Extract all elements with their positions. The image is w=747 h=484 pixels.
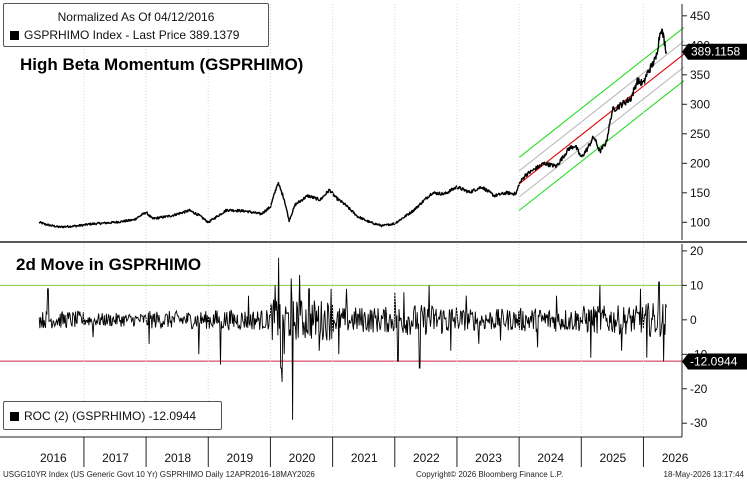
series-swatch [10,31,19,40]
x-tick-label: 2023 [475,451,502,465]
x-tick-label: 2025 [600,451,627,465]
channel-lower-inner [518,66,685,198]
roc-y-tick-label: 0 [690,313,697,327]
roc-panel [0,257,682,420]
x-tick-label: 2020 [289,451,316,465]
axes: 2016 2017 2018 2019 2020 2021 2022 2023 2024 2025… [0,4,747,467]
footer-timestamp: 18-May-2026 13:17:44 [663,470,745,479]
channel-lower-band [518,80,685,211]
x-tick-label: 2026 [662,451,689,465]
roc-y-tick-label: -30 [690,416,708,430]
price-y-tick-label: 150 [690,186,710,200]
price-panel [38,27,685,229]
series-swatch [10,412,19,421]
roc-chart-title: 2d Move in GSPRHIMO [16,255,202,274]
roc-legend: ROC (2) (GSPRHIMO) -12.0944 [3,401,222,430]
roc-legend-label: ROC (2) (GSPRHIMO) -12.0944 [24,409,197,423]
price-y-tick-label: 250 [690,127,710,141]
channel-upper-band [518,27,685,158]
price-y-tick-label: 100 [690,215,710,229]
footer-copyright: Copyright© 2026 Bloomberg Finance L.P. [416,470,564,479]
x-tick-label: 2016 [40,451,67,465]
price-y-tick-label: 200 [690,156,710,170]
roc-y-tick-label: 10 [690,278,704,292]
price-legend-entry: GSPRHIMO Index - Last Price 389.1379 [10,28,239,42]
channel-upper-inner [518,40,685,172]
price-chart-title: High Beta Momentum (GSPRHIMO) [20,55,304,74]
price-y-tick-label: 350 [690,68,710,82]
roc-y-tick-label: -20 [690,382,708,396]
price-y-tick-label: 450 [690,9,710,23]
x-tick-label: 2024 [537,451,564,465]
roc-series-line [38,257,667,420]
roc-y-tick-label: 20 [690,244,704,258]
price-series-line [38,28,668,229]
x-tick-label: 2019 [227,451,254,465]
x-tick-label: 2021 [351,451,378,465]
price-last-value-label: 389.1158 [691,45,740,59]
x-tick-label: 2018 [164,451,191,465]
roc-last-value-label: -12.0944 [690,355,738,369]
price-legend: Normalized As Of 04/12/2016 GSPRHIMO Ind… [3,3,269,47]
price-y-tick-label: 300 [690,97,710,111]
normalized-note: Normalized As Of 04/12/2016 [57,10,215,24]
roc-legend-entry: ROC (2) (GSPRHIMO) -12.0944 [10,409,196,423]
roc-last-value-tag [682,353,747,370]
footer-source: USGG10YR Index (US Generic Govt 10 Yr) G… [3,470,315,479]
x-tick-label: 2017 [102,451,129,465]
price-legend-label: GSPRHIMO Index - Last Price 389.1379 [24,28,240,42]
x-tick-label: 2022 [413,451,440,465]
price-last-value-tag [682,43,747,60]
